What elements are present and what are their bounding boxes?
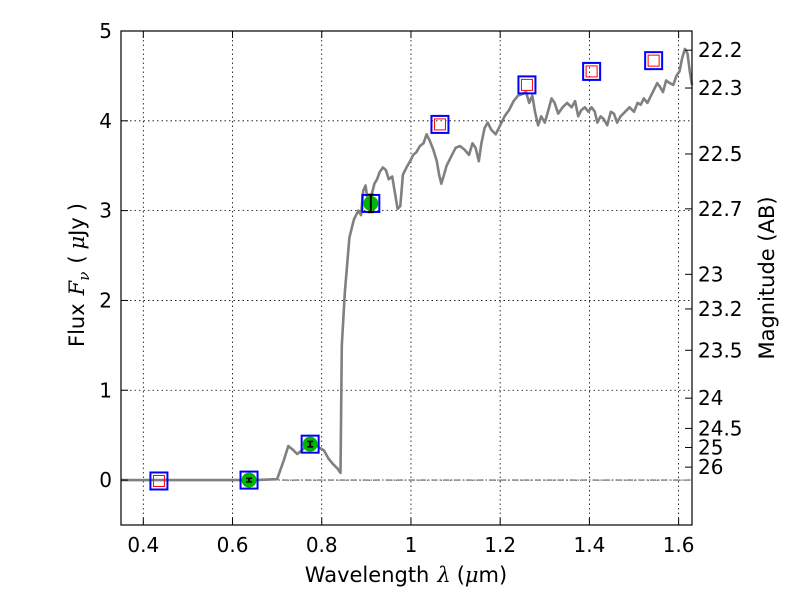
upper-limit-marker — [433, 118, 446, 131]
data-series — [121, 47, 694, 491]
y-tick-label: 0 — [99, 468, 112, 492]
plot-frame — [120, 30, 693, 526]
upper-limit-marker — [647, 54, 660, 67]
y-tick-label: 3 — [99, 199, 112, 223]
upper-limit-marker — [152, 474, 165, 487]
y2-tick-label: 23.5 — [698, 338, 743, 362]
axis-ticks: 0.4 0.6 0.8 1 1.2 1.4 1.601234522.222.322.522.… — [99, 19, 742, 557]
model-photometry-marker — [644, 51, 664, 71]
y-tick-label: 2 — [99, 288, 112, 312]
upper-limit-marker — [520, 78, 533, 91]
y2-tick-label: 22.5 — [698, 142, 743, 166]
y2-tick-label: 22.3 — [698, 76, 743, 100]
y-tick-label: 1 — [99, 378, 112, 402]
x-tick-label: 0.6 — [217, 533, 249, 557]
model-photometry-marker — [149, 471, 169, 491]
model-photometry-marker — [430, 114, 450, 134]
y2-tick-label: 23 — [698, 262, 723, 286]
y2-axis-label: Magnitude (AB) — [755, 196, 779, 359]
y2-tick-label: 24.5 — [698, 416, 743, 440]
y2-tick-label: 23.2 — [698, 297, 743, 321]
model-photometry-marker — [300, 434, 320, 454]
x-tick-label: 1.2 — [484, 533, 516, 557]
x-tick-label: 0.8 — [306, 533, 338, 557]
y-tick-label: 5 — [99, 19, 112, 43]
template-spectrum-line — [121, 47, 694, 482]
y2-tick-label: 26 — [698, 455, 723, 479]
y-axis-label: FluxFν(μJy) — [65, 203, 93, 347]
x-tick-label: 0.4 — [127, 533, 159, 557]
y2-tick-label: 22.7 — [698, 197, 743, 221]
y2-tick-label: 22.2 — [698, 38, 743, 62]
model-photometry-marker — [517, 75, 537, 95]
upper-limit-marker — [585, 65, 598, 78]
x-tick-label: 1 — [405, 533, 418, 557]
grid-lines — [121, 30, 692, 525]
model-photometry-marker — [582, 61, 602, 81]
y-tick-label: 4 — [99, 109, 112, 133]
x-tick-label: 1.4 — [573, 533, 605, 557]
y2-tick-label: 25 — [698, 435, 723, 459]
model-photometry-marker — [239, 470, 259, 490]
x-axis-label: Wavelength λ (μm) — [305, 563, 507, 587]
x-tick-label: 1.6 — [663, 533, 695, 557]
y2-tick-label: 24 — [698, 386, 723, 410]
